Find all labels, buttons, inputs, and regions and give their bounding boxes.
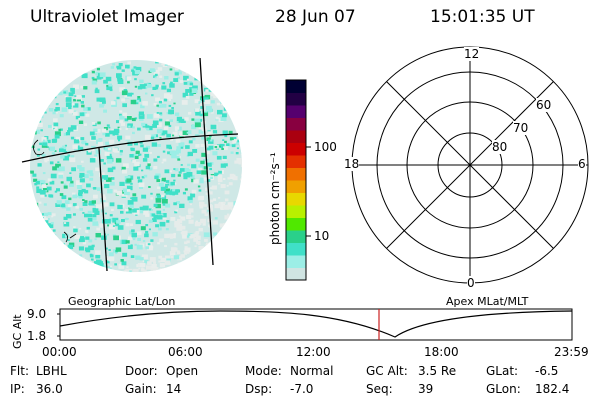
polar-diagonal-2 <box>386 81 554 249</box>
status-glon-label: GLon: <box>486 382 521 396</box>
timeline-xtick-1200: 12:00 <box>296 345 331 359</box>
status-door-label: Door: <box>125 364 158 378</box>
color-bar-segment <box>286 117 306 131</box>
status-mode-value: Normal <box>290 364 334 378</box>
color-bar-segment <box>286 255 306 268</box>
instrument-title: Ultraviolet Imager <box>30 7 184 27</box>
image-date: 28 Jun 07 <box>275 7 356 27</box>
mlt-label-6: 6 <box>578 157 586 171</box>
status-seq-label: Seq: <box>366 382 393 396</box>
status-filter-value: LBHL <box>36 364 67 378</box>
coastline-marks <box>33 139 77 243</box>
latitude-line <box>21 133 239 163</box>
color-bar-label-100: 100 <box>314 140 337 154</box>
status-gain-label: Gain: <box>125 382 157 396</box>
timeline-xtick-0600: 06:00 <box>168 345 203 359</box>
color-bar-unit: photon cm⁻²s⁻¹ <box>268 152 282 245</box>
color-bar-segment <box>286 130 306 143</box>
timeline-left-title: Geographic Lat/Lon <box>68 295 176 308</box>
timeline-xtick-0000: 00:00 <box>42 345 77 359</box>
color-bar-segment <box>286 192 306 206</box>
status-ip-value: 36.0 <box>36 382 63 396</box>
status-glon-value: 182.4 <box>535 382 570 396</box>
color-bar-segment <box>286 155 306 168</box>
timeline-ytick-label-9: 9.0 <box>27 307 47 321</box>
timeline-ytick-label-1.8: 1.8 <box>27 329 47 343</box>
timeline-xtick-2359: 23:59 <box>554 345 589 359</box>
color-bar-segment <box>286 92 306 106</box>
polar-mlt-plot <box>351 46 589 284</box>
timeline-xtick-1800: 18:00 <box>424 345 459 359</box>
lat-label-60: 60 <box>536 98 552 112</box>
coast-mark-1 <box>33 139 45 156</box>
color-bar-frame <box>285 79 307 281</box>
color-bar-segment <box>286 167 306 181</box>
status-mode-label: Mode: <box>245 364 282 378</box>
lat-label-70: 70 <box>513 121 529 135</box>
color-bar-segment <box>286 267 306 281</box>
altitude-timeline <box>57 308 573 341</box>
status-gcalt-label: GC Alt: <box>366 364 408 378</box>
color-bar-segment <box>286 242 306 256</box>
image-time: 15:01:35 UT <box>430 7 535 27</box>
status-dsp-value: -7.0 <box>290 382 314 396</box>
color-scale-bar <box>285 79 311 281</box>
color-bar-segment <box>286 105 306 118</box>
color-bar-segment <box>286 180 306 193</box>
color-bar-segment <box>286 217 306 231</box>
geographic-grid <box>21 57 239 272</box>
status-ip-label: IP: <box>10 382 25 396</box>
coast-mark-2 <box>63 231 77 243</box>
mlt-label-12: 12 <box>464 47 480 61</box>
status-door-value: Open <box>166 364 199 378</box>
status-filter-label: Flt: <box>10 364 29 378</box>
longitude-line-west <box>98 147 108 272</box>
status-glat-label: GLat: <box>486 364 519 378</box>
status-seq-value: 39 <box>418 382 434 396</box>
color-bar-segment <box>286 205 306 218</box>
status-dsp-label: Dsp: <box>245 382 273 396</box>
uv-image-disk <box>21 57 242 272</box>
status-glat-value: -6.5 <box>535 364 559 378</box>
timeline-y-axis-label: GC Alt <box>11 314 24 349</box>
status-gain-value: 14 <box>166 382 182 396</box>
color-bar-segment <box>286 80 306 93</box>
lat-label-80: 80 <box>492 140 508 154</box>
mlt-label-0: 0 <box>467 276 475 290</box>
mlt-label-18: 18 <box>344 157 360 171</box>
longitude-line-east <box>199 57 214 266</box>
color-bar-segment <box>286 230 306 243</box>
color-bar-label-10: 10 <box>314 229 330 243</box>
status-gcalt-value: 3.5 Re <box>418 364 457 378</box>
color-bar-segment <box>286 142 306 156</box>
timeline-right-title: Apex MLat/MLT <box>446 295 529 308</box>
timeline-frame <box>59 308 573 341</box>
altitude-curve <box>59 310 573 338</box>
